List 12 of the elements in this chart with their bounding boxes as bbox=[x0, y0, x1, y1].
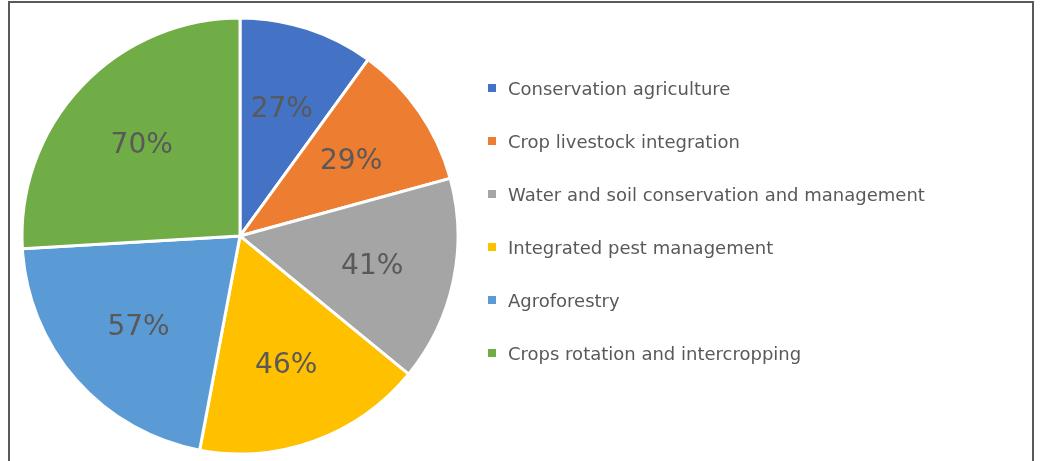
legend-label: Crops rotation and intercropping bbox=[508, 342, 802, 364]
legend-label: Integrated pest management bbox=[508, 236, 774, 258]
legend-label: Agroforestry bbox=[508, 289, 621, 311]
legend-label: Crop livestock integration bbox=[508, 130, 740, 152]
legend-label: Conservation agriculture bbox=[508, 77, 731, 99]
data-label: 29% bbox=[320, 142, 383, 176]
data-label: 46% bbox=[255, 346, 318, 380]
data-label: 27% bbox=[250, 90, 313, 124]
data-label: 41% bbox=[341, 247, 404, 281]
legend-label: Water and soil conservation and management bbox=[508, 183, 925, 205]
data-label: 57% bbox=[107, 308, 170, 342]
data-label: 70% bbox=[110, 126, 173, 160]
